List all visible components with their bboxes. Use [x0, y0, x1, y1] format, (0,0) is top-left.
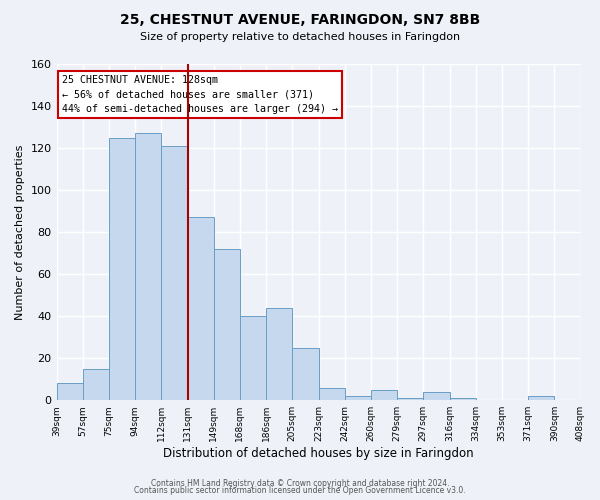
- Bar: [109, 138, 135, 400]
- Bar: [135, 134, 161, 400]
- Bar: [56, 384, 83, 400]
- Bar: [240, 316, 266, 400]
- Y-axis label: Number of detached properties: Number of detached properties: [15, 144, 25, 320]
- Text: Size of property relative to detached houses in Faringdon: Size of property relative to detached ho…: [140, 32, 460, 42]
- Bar: [345, 396, 371, 400]
- Text: 25, CHESTNUT AVENUE, FARINGDON, SN7 8BB: 25, CHESTNUT AVENUE, FARINGDON, SN7 8BB: [120, 12, 480, 26]
- Bar: [83, 368, 109, 400]
- Bar: [266, 308, 292, 400]
- Bar: [449, 398, 476, 400]
- Bar: [161, 146, 188, 400]
- Bar: [319, 388, 345, 400]
- Text: Contains HM Land Registry data © Crown copyright and database right 2024.: Contains HM Land Registry data © Crown c…: [151, 478, 449, 488]
- Bar: [371, 390, 397, 400]
- Bar: [188, 218, 214, 400]
- Text: Contains public sector information licensed under the Open Government Licence v3: Contains public sector information licen…: [134, 486, 466, 495]
- Bar: [214, 249, 240, 400]
- Bar: [292, 348, 319, 400]
- Bar: [528, 396, 554, 400]
- Bar: [424, 392, 449, 400]
- Bar: [397, 398, 424, 400]
- X-axis label: Distribution of detached houses by size in Faringdon: Distribution of detached houses by size …: [163, 447, 474, 460]
- Text: 25 CHESTNUT AVENUE: 128sqm
← 56% of detached houses are smaller (371)
44% of sem: 25 CHESTNUT AVENUE: 128sqm ← 56% of deta…: [62, 74, 338, 114]
